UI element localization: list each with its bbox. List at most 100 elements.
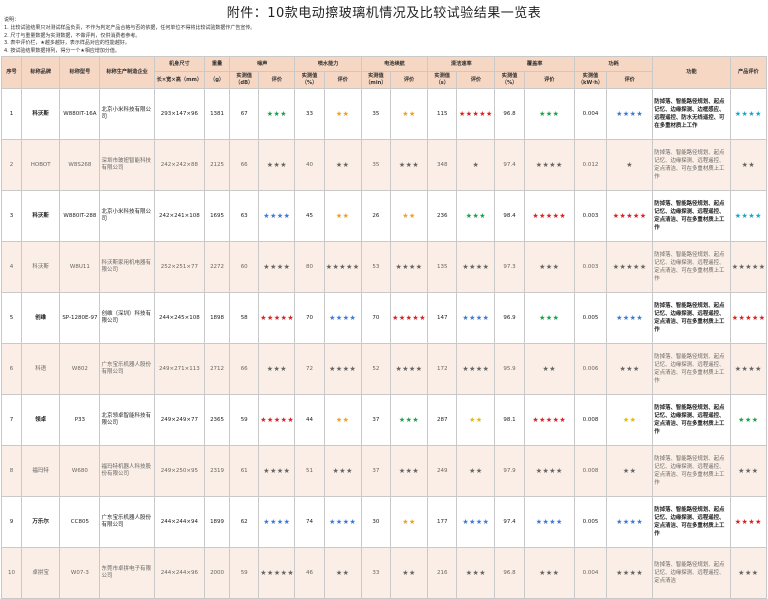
cell-battery: 35 xyxy=(360,139,391,191)
cell-maker: 深圳市玻妞智能科技有限公司 xyxy=(99,139,155,191)
cell-maker: 福玛特机器人科技股份有限公司 xyxy=(99,445,155,497)
cell-size: 252×251×77 xyxy=(153,241,206,293)
cell-eval: ★★★★★ xyxy=(729,292,768,344)
cell-power-r: ★★★★ xyxy=(606,496,654,548)
cell-noise-r: ★★★★ xyxy=(258,445,296,497)
table-row: 10 卓拼宝 W07-3 东莞市卓拼电子有限公司 244×244×96 2000 59 ★★★… xyxy=(0,547,768,599)
cell-maker: 创维（深圳）科技有限公司 xyxy=(99,292,155,344)
cell-eval: ★★★★★ xyxy=(729,241,768,293)
cell-clean: 249 xyxy=(427,445,458,497)
cell-noise-r: ★★★★★ xyxy=(258,394,296,446)
cell-spray-r: ★★★★ xyxy=(323,496,362,548)
cell-noise: 58 xyxy=(229,292,260,344)
table-row: 6 科语 W802 广东宝乐机器人股份有限公司 249×271×113 2712 66 ★★★… xyxy=(0,343,768,395)
cell-func: 防掉落、智能路径规划、起点记忆、边缘探测、边框感应、远程遥控、防水无线遥控、可在… xyxy=(652,88,731,140)
cell-eval: ★★★★ xyxy=(729,190,768,242)
cell-clean: 287 xyxy=(427,394,458,446)
cell-func: 防掉落、智能路径规划、起点记忆、边缘探测、远程遥控、定点清洁、可在多重材质上工作 xyxy=(652,445,731,497)
cell-clean-r: ★★★★ xyxy=(456,241,496,293)
cell-clean-r: ★★ xyxy=(456,394,496,446)
cell-func: 防掉落、智能路径规划、起点记忆、边缘探测、远程遥控、定点清洁、可在多重材质上工作 xyxy=(652,190,731,242)
table-row: 3 科沃斯 W880IT-288 北京小米科技有限公司 242×241×108 1695 6… xyxy=(0,190,768,242)
cell-seq: 2 xyxy=(0,139,23,191)
cell-cover: 96.8 xyxy=(494,547,525,599)
cell-cover: 97.4 xyxy=(494,496,525,548)
cell-model: CC805 xyxy=(59,496,101,548)
cell-weight: 1899 xyxy=(203,496,231,548)
header-seq: 序号 xyxy=(0,56,23,89)
header-eval: 产品评价 xyxy=(729,56,768,89)
cell-noise-r: ★★★★★ xyxy=(258,292,296,344)
cell-clean-r: ★★★★★ xyxy=(456,88,496,140)
cell-spray-r: ★★ xyxy=(323,547,362,599)
table-row: 5 创维 SP-1280E-97 创维（深圳）科技有限公司 244×245×108 189… xyxy=(0,292,768,344)
cell-cover-r: ★★★ xyxy=(523,292,575,344)
cell-noise: 66 xyxy=(229,343,260,395)
cell-size: 249×271×113 xyxy=(153,343,206,395)
cell-brand: HOBOT xyxy=(21,139,61,191)
cell-power-r: ★★★★★ xyxy=(606,241,654,293)
cell-noise-r: ★★★★ xyxy=(258,496,296,548)
cell-model: W802 xyxy=(59,343,101,395)
header-brand: 标称品牌 xyxy=(21,56,61,89)
cell-noise: 60 xyxy=(229,241,260,293)
cell-noise: 67 xyxy=(229,88,260,140)
table-row: 2 HOBOT W8S268 深圳市玻妞智能科技有限公司 242×242×88 2125 6… xyxy=(0,139,768,191)
header-measured: 实测值（kW·h） xyxy=(573,71,608,89)
cell-noise: 59 xyxy=(229,394,260,446)
header-maker: 标称生产制造企业 xyxy=(99,56,155,89)
cell-battery-r: ★★★ xyxy=(389,394,429,446)
note-line: 4. 按试验结果数据排列，得分一个★相应增加分值。 xyxy=(4,48,120,55)
cell-weight: 2000 xyxy=(203,547,231,599)
cell-spray-r: ★★★★ xyxy=(323,343,362,395)
cell-power-r: ★★★★★ xyxy=(606,190,654,242)
cell-model: W8S268 xyxy=(59,139,101,191)
cell-cover: 97.3 xyxy=(494,241,525,293)
cell-clean-r: ★★★★ xyxy=(456,292,496,344)
cell-cover: 96.9 xyxy=(494,292,525,344)
cell-model: W8U11 xyxy=(59,241,101,293)
header-rating: 评价 xyxy=(258,71,296,89)
cell-noise: 63 xyxy=(229,190,260,242)
cell-func: 防掉落、智能路径规划、起点记忆、边缘探测、远程遥控、定点清洁、可在多重材质上工作 xyxy=(652,139,731,191)
cell-spray: 44 xyxy=(294,394,325,446)
cell-power: 0.003 xyxy=(573,241,608,293)
cell-weight: 2319 xyxy=(203,445,231,497)
cell-battery: 53 xyxy=(360,241,391,293)
cell-size: 244×244×94 xyxy=(153,496,206,548)
cell-spray-r: ★★ xyxy=(323,394,362,446)
cell-spray-r: ★★★★ xyxy=(323,292,362,344)
header-measured: 实测值（dB） xyxy=(229,71,260,89)
cell-battery: 52 xyxy=(360,343,391,395)
cell-battery: 35 xyxy=(360,88,391,140)
note-line: 2. 尺寸与重量数据为实测数据，不做评判，仅供消费者参考。 xyxy=(4,32,141,39)
cell-clean: 348 xyxy=(427,139,458,191)
cell-power: 0.005 xyxy=(573,496,608,548)
cell-size: 242×241×108 xyxy=(153,190,206,242)
cell-brand: 科沃斯 xyxy=(21,190,61,242)
cell-spray: 72 xyxy=(294,343,325,395)
cell-eval: ★★★ xyxy=(729,547,768,599)
cell-clean-r: ★★★★ xyxy=(456,343,496,395)
cell-model: SP-1280E-97 xyxy=(59,292,101,344)
cell-brand: 领卓 xyxy=(21,394,61,446)
cell-spray-r: ★★★ xyxy=(323,445,362,497)
results-table: 序号 标称品牌 标称型号 标称生产制造企业 机身尺寸 重量 噪声 喷水能力 电池… xyxy=(0,56,768,599)
table-row: 8 福玛特 W680 福玛特机器人科技股份有限公司 249×250×95 2319 61 ★★… xyxy=(0,445,768,497)
cell-eval: ★★ xyxy=(729,139,768,191)
cell-clean: 115 xyxy=(427,88,458,140)
cell-model: W07-3 xyxy=(59,547,101,599)
cell-maker: 北京小米科技有限公司 xyxy=(99,88,155,140)
cell-noise-r: ★★★★ xyxy=(258,190,296,242)
cell-size: 249×249×77 xyxy=(153,394,206,446)
cell-func: 防掉落、智能路径规划、起点记忆、边缘探测、远程遥控、定点清洁、可在多重材质上工作 xyxy=(652,343,731,395)
header-measured: 实测值（s） xyxy=(427,71,458,89)
cell-battery-r: ★★★★ xyxy=(389,241,429,293)
cell-spray: 74 xyxy=(294,496,325,548)
notes: 说明： 1. 比较试验结果只对测试样品负责，不作为判定产品合格与否的依据，任何单… xyxy=(4,17,764,56)
cell-eval: ★★★ xyxy=(729,394,768,446)
cell-size: 244×244×96 xyxy=(153,547,206,599)
cell-battery: 26 xyxy=(360,190,391,242)
cell-clean-r: ★★★★ xyxy=(456,496,496,548)
cell-cover: 97.9 xyxy=(494,445,525,497)
